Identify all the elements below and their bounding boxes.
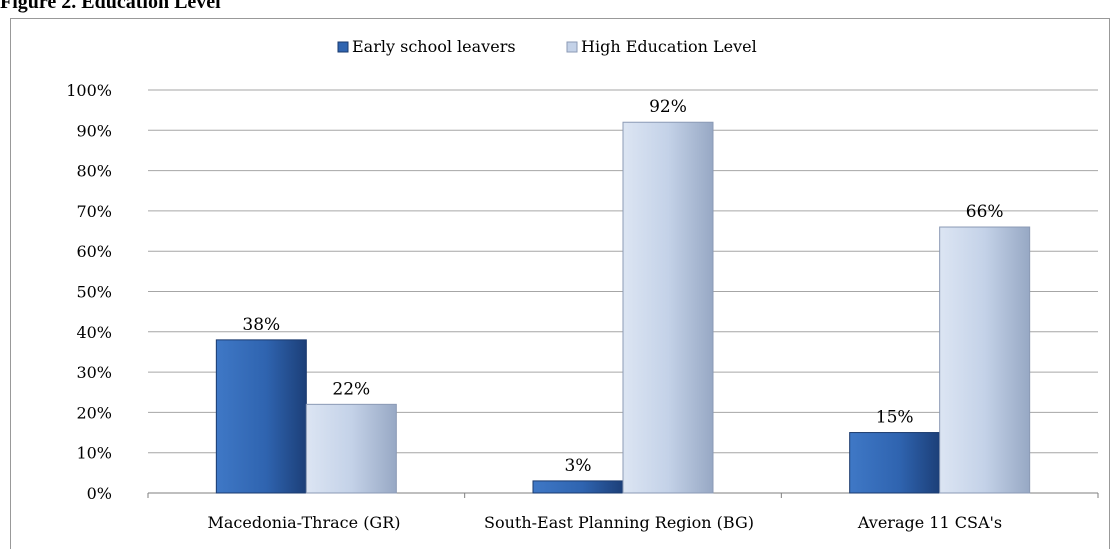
bar-high-education-level [939, 226, 1031, 494]
y-tick-label: 90% [76, 121, 112, 140]
legend-swatch [566, 41, 578, 53]
y-tick-label: 50% [76, 283, 112, 302]
x-category-label: Macedonia-Thrace (GR) [207, 513, 400, 532]
y-tick-label: 100% [66, 81, 112, 100]
y-tick-label: 70% [76, 202, 112, 221]
chart-frame [10, 18, 1110, 549]
legend: Early school leavers High Education Level [337, 37, 757, 56]
y-tick-label: 80% [76, 162, 112, 181]
data-label: 66% [966, 202, 1004, 222]
bar-early-school-leavers [849, 432, 941, 494]
y-tick-label: 30% [76, 363, 112, 382]
x-axis: Macedonia-Thrace (GR) South-East Planning… [207, 513, 1002, 532]
y-tick-label: 20% [76, 403, 112, 422]
x-category-label: South-East Planning Region (BG) [484, 513, 754, 532]
bar-early-school-leavers [215, 339, 307, 494]
data-label: 22% [332, 379, 370, 399]
legend-label: High Education Level [581, 37, 757, 56]
data-label: 3% [565, 456, 592, 476]
y-tick-label: 60% [76, 242, 112, 261]
data-label: 38% [242, 315, 280, 335]
bar-early-school-leavers [532, 480, 624, 494]
data-label: 92% [649, 97, 687, 117]
figure-title: Figure 2. Education Level [0, 0, 221, 13]
y-axis: 0% 10% 20% 30% 40% 50% 60% 70% 80% 90% 100% [66, 81, 112, 503]
bar-high-education-level [305, 403, 397, 494]
legend-swatch [337, 41, 349, 53]
bar-high-education-level [622, 121, 714, 494]
y-tick-label: 0% [87, 484, 112, 503]
y-tick-label: 40% [76, 323, 112, 342]
legend-label: Early school leavers [352, 37, 516, 56]
data-label: 15% [876, 408, 914, 428]
x-category-label: Average 11 CSA's [857, 513, 1002, 532]
bars: 38% 22% 3% 92% 15% 66% [215, 97, 1031, 494]
y-tick-label: 10% [76, 444, 112, 463]
